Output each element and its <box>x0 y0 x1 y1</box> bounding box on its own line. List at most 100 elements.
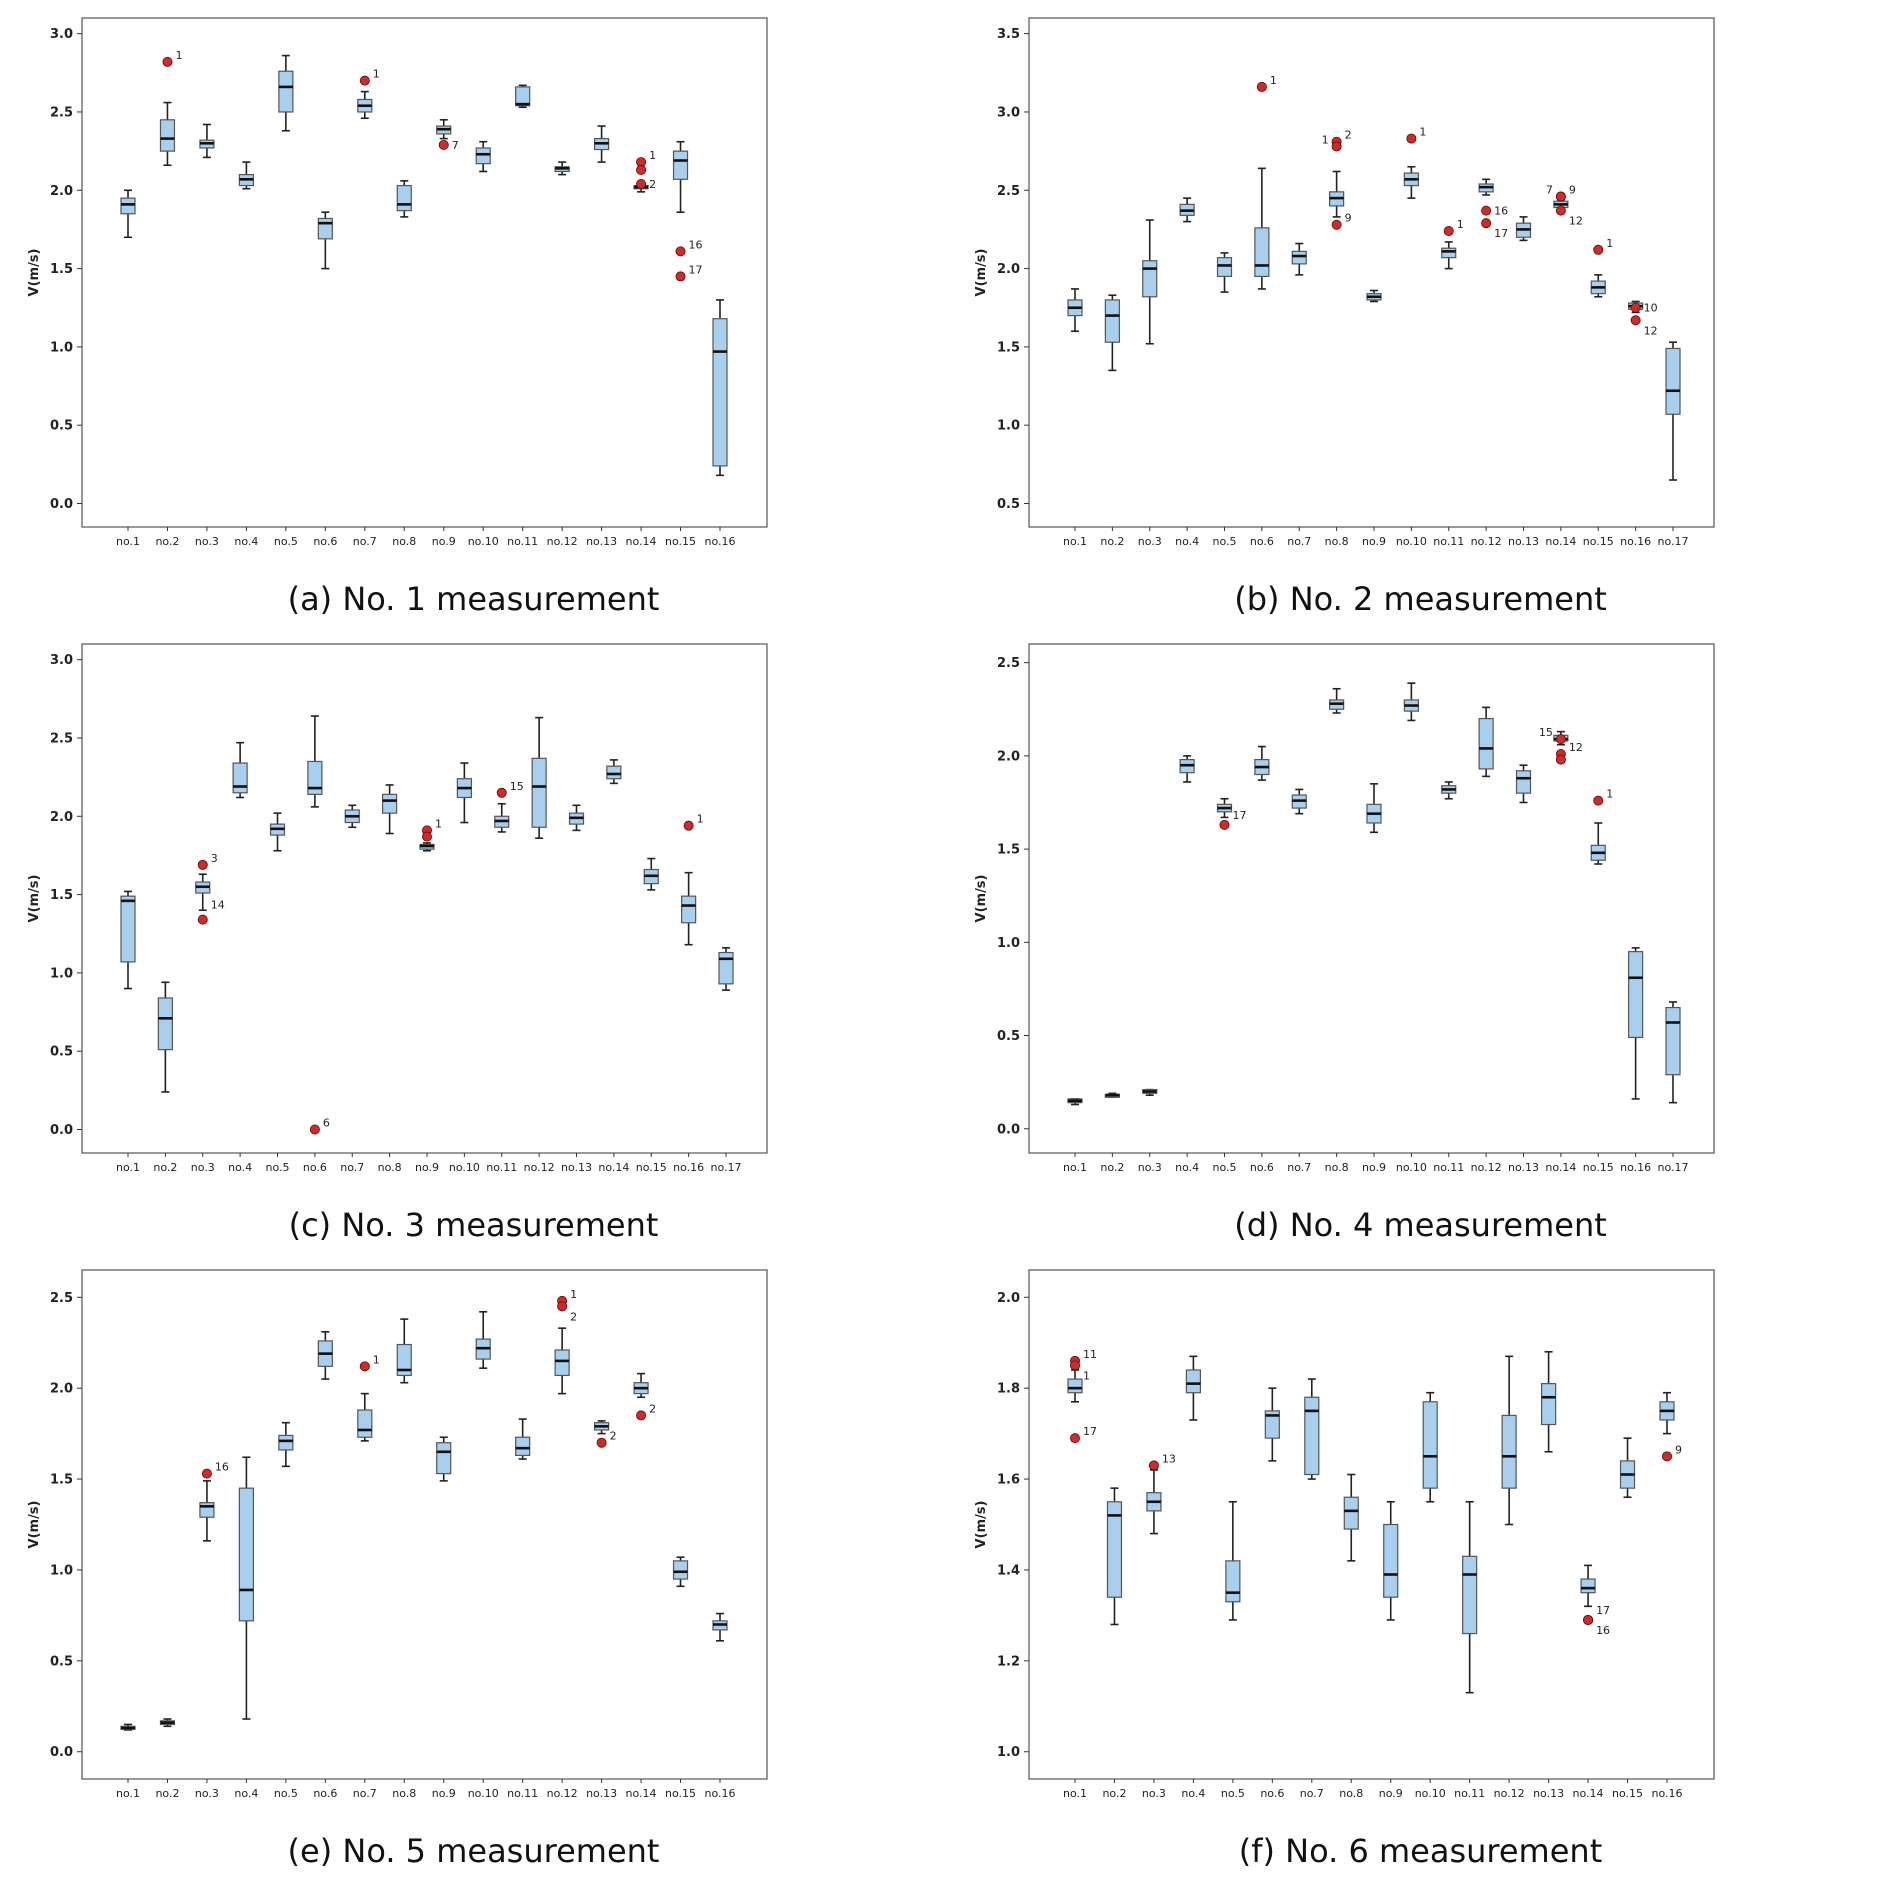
iqr-box <box>1343 1496 1359 1530</box>
outlier-label: 2 <box>610 1430 617 1443</box>
iqr-box <box>681 895 697 924</box>
x-tick-label: no.15 <box>665 535 696 548</box>
outlier-point <box>1662 1451 1673 1462</box>
panel-d: 0.0 0.5 1.0 1.5 2.0 2.5 V(m/s) no.1 no.2 no.3 no.4… <box>947 626 1894 1252</box>
boxplot-b: 0.5 1.0 1.5 2.0 2.5 3.0 3.5 V(m/s) no.1 no.2 no.3 n… <box>974 17 1715 548</box>
x-tick-label: no.14 <box>1573 1787 1604 1800</box>
box-no.8 <box>1329 687 1345 714</box>
x-tick-label: no.1 <box>1063 1161 1087 1174</box>
outlier-point <box>1583 1614 1594 1625</box>
outlier-label: 1 <box>649 149 656 162</box>
outlier-label: 2 <box>570 1310 577 1323</box>
y-tick-label: 2.5 <box>50 1291 73 1306</box>
box-no.15 <box>643 857 659 891</box>
outlier-point <box>683 820 694 831</box>
y-axis-label: V(m/s) <box>974 875 989 923</box>
box-no.5 <box>1216 252 1233 293</box>
y-tick-label: 1.8 <box>997 1382 1020 1397</box>
box-no.14 <box>606 759 622 785</box>
y-axis-label: V(m/s) <box>974 1501 989 1549</box>
plot-frame <box>1028 17 1715 528</box>
y-tick-label: 0.5 <box>997 497 1020 512</box>
x-tick-label: no.15 <box>1612 1787 1643 1800</box>
outlier-point <box>359 1361 370 1372</box>
y-tick-label: 1.4 <box>997 1563 1020 1578</box>
box-no.17 <box>718 947 734 991</box>
y-tick-label: 2.0 <box>997 749 1020 764</box>
outlier-label: 16 <box>215 1461 229 1474</box>
iqr-box <box>1254 227 1270 278</box>
y-tick-label: 2.5 <box>997 184 1020 199</box>
outlier-label: 1 <box>435 817 442 830</box>
box-no.15 <box>672 1556 689 1588</box>
box-no.12 <box>531 716 547 840</box>
outlier-label: 15 <box>1539 726 1553 739</box>
x-tick-label: no.14 <box>1545 535 1576 548</box>
x-tick-label: no.17 <box>1657 535 1688 548</box>
box-no.17 <box>1665 341 1681 481</box>
box-no.13 <box>1515 216 1532 242</box>
outlier-label: 2 <box>1345 129 1352 142</box>
x-tick-label: no.12 <box>1494 1787 1525 1800</box>
outlier-label: 2 <box>649 1402 656 1415</box>
box-no.3 <box>199 123 215 159</box>
iqr-box <box>396 1343 412 1377</box>
y-axis-label: V(m/s) <box>974 249 989 297</box>
box-no.5 <box>278 54 294 132</box>
outlier-point <box>1555 205 1566 216</box>
x-tick-label: no.7 <box>1287 1161 1311 1174</box>
outlier-label: 6 <box>323 1117 330 1130</box>
box-no.15 <box>1619 1437 1636 1499</box>
box-no.1 <box>120 890 136 990</box>
y-tick-label: 1.5 <box>997 843 1020 858</box>
x-tick-label: no.11 <box>1454 1787 1485 1800</box>
box-no.10 <box>1403 682 1419 722</box>
x-tick-label: no.9 <box>1362 535 1386 548</box>
x-tick-label: no.4 <box>228 1161 252 1174</box>
x-tick-label: no.1 <box>1063 535 1087 548</box>
outlier-point <box>1630 315 1641 326</box>
outlier-label: 17 <box>1494 227 1508 240</box>
box-no.2 <box>1104 294 1120 372</box>
box-no.4 <box>1179 755 1195 783</box>
outlier-label: 12 <box>1569 741 1583 754</box>
outlier-label: 1 <box>175 49 182 62</box>
box-no.16 <box>1628 947 1644 1100</box>
outlier-label: 1 <box>373 1353 380 1366</box>
outlier-label: 17 <box>1083 1425 1097 1438</box>
boxplot-c: 0.0 0.5 1.0 1.5 2.0 2.5 3.0 V(m/s) no.1 no.2 no.3 n… <box>27 643 768 1174</box>
x-tick-label: no.4 <box>234 1787 258 1800</box>
x-tick-label: no.3 <box>195 1787 219 1800</box>
caption-f: (f) No. 6 measurement <box>1238 1832 1603 1870</box>
x-tick-label: no.12 <box>524 1161 555 1174</box>
iqr-box <box>1422 1401 1438 1489</box>
box-no.12 <box>1478 178 1494 196</box>
box-no.1 <box>1067 288 1083 333</box>
box-no.1 <box>1067 1369 1083 1403</box>
box-no.11 <box>494 802 510 833</box>
y-tick-label: 2.0 <box>50 184 73 199</box>
box-no.10 <box>456 762 472 824</box>
x-tick-label: no.8 <box>392 535 416 548</box>
y-axis-label: V(m/s) <box>27 875 42 923</box>
outlier-point <box>557 1301 568 1312</box>
outlier-point <box>359 75 370 86</box>
x-tick-label: no.6 <box>1260 1787 1284 1800</box>
x-tick-label: no.7 <box>340 1161 364 1174</box>
iqr-box <box>1462 1555 1478 1635</box>
iqr-box <box>1067 1378 1083 1394</box>
x-tick-label: no.4 <box>1181 1787 1205 1800</box>
box-no.11 <box>1441 781 1457 800</box>
box-no.6 <box>1254 167 1270 290</box>
boxplot-a: 0.0 0.5 1.0 1.5 2.0 2.5 3.0 V(m/s) no.1 no.2 no.3 n… <box>27 17 768 548</box>
iqr-box <box>1304 1396 1320 1476</box>
x-tick-label: no.17 <box>710 1161 741 1174</box>
y-tick-label: 0.5 <box>997 1029 1020 1044</box>
iqr-box <box>672 1560 689 1580</box>
box-no.15 <box>1590 274 1606 298</box>
y-tick-label: 0.5 <box>50 1654 73 1669</box>
box-no.11 <box>1441 241 1457 270</box>
outlier-label: 1 <box>1419 126 1426 139</box>
box-no.16 <box>1659 1391 1675 1435</box>
box-no.8 <box>1343 1473 1359 1562</box>
